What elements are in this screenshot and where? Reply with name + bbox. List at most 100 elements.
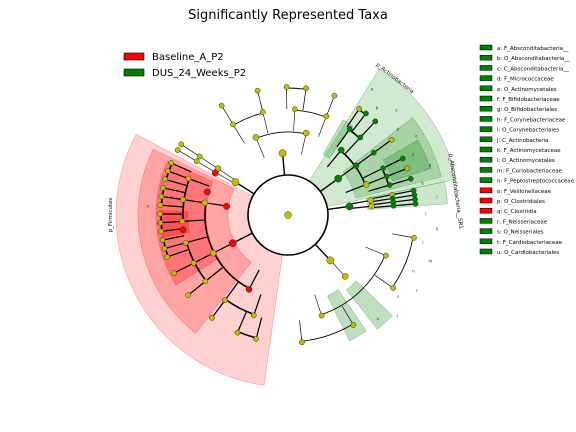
clade-node xyxy=(356,105,363,112)
tree-branch xyxy=(344,137,361,154)
tree-branch xyxy=(160,204,183,208)
phylum-node xyxy=(278,149,287,158)
tree-branch xyxy=(217,168,237,182)
biomarker-label: n: F_Peptostreptococcaceae xyxy=(497,179,575,185)
tree-branch xyxy=(299,320,303,343)
tree-branch xyxy=(170,162,192,173)
tree-arc xyxy=(256,131,307,139)
clade-letter-green: i xyxy=(437,194,438,199)
biomarker-label: u: O_Cardiobacteriales xyxy=(497,250,559,256)
biomarker-swatch xyxy=(479,65,493,71)
tree-branch xyxy=(349,205,372,210)
tree-branch xyxy=(366,175,387,186)
clade-node xyxy=(283,84,290,90)
sector-neisseriales xyxy=(327,289,367,342)
biomarker-label: r: F_Neisseriaceae xyxy=(497,219,548,225)
clade-node xyxy=(190,260,197,266)
clade-node xyxy=(245,286,253,293)
clade-node xyxy=(399,155,406,162)
tree-branch xyxy=(326,149,342,168)
biomarker-swatch xyxy=(479,238,493,245)
group-legend-swatch xyxy=(123,52,145,61)
tree-branch xyxy=(374,275,394,289)
clade-letter-red: o xyxy=(147,204,150,209)
clade-node xyxy=(352,162,360,169)
biomarker-label: m: F_Coriobacteriaceae xyxy=(497,168,563,174)
clade-node xyxy=(318,312,325,319)
group-legend-label: DUS_24_Weeks_P2 xyxy=(152,68,246,79)
clade-node xyxy=(323,113,330,120)
clade-node xyxy=(346,126,353,132)
sector-actinomycetales xyxy=(382,139,432,182)
tree-branch xyxy=(204,202,227,207)
clade-node xyxy=(390,202,397,209)
clade-letter-green: a xyxy=(371,87,374,92)
clade-letter-green: u xyxy=(377,316,380,321)
tree-branch xyxy=(346,108,360,128)
tree-branch xyxy=(173,262,194,274)
clade-letter-green: s xyxy=(397,294,399,299)
biomarker-swatch xyxy=(479,228,493,234)
biomarker-swatch xyxy=(479,218,493,224)
baseline-node xyxy=(223,202,231,210)
clade-node xyxy=(180,196,186,203)
biomarker-swatch xyxy=(479,75,493,81)
clade-letter-green: l xyxy=(422,240,423,245)
tree-branch xyxy=(393,199,416,203)
biomarker-label: q: C_Clostridia xyxy=(497,209,537,215)
tree-branch xyxy=(221,105,234,125)
clade-node xyxy=(368,202,375,210)
tree-branch xyxy=(188,177,210,187)
clade-node xyxy=(412,200,419,207)
tree-branch xyxy=(161,228,183,232)
tree-branch xyxy=(392,233,415,239)
tree-branch xyxy=(365,246,387,256)
clade-node xyxy=(357,134,364,141)
clade-node xyxy=(157,211,163,217)
tree-branch xyxy=(166,249,188,258)
clade-node xyxy=(380,165,386,172)
clade-node xyxy=(337,146,345,154)
clade-node xyxy=(164,168,171,174)
biomarker-label: f: F_Bifidobacteriaceae xyxy=(497,97,560,103)
clade-node xyxy=(218,102,225,109)
clade-node xyxy=(159,237,166,243)
clade-node xyxy=(202,278,209,285)
phylum-node xyxy=(326,256,335,265)
tree-nodes xyxy=(157,84,419,346)
clade-node xyxy=(164,254,170,260)
baseline-node xyxy=(211,169,219,177)
clade-node xyxy=(362,181,370,188)
clade-node xyxy=(411,234,417,241)
clade-node xyxy=(185,292,192,299)
biomarker-label: t: F_Cardiobacteriaceae xyxy=(497,240,563,246)
biomarker-swatch xyxy=(479,44,493,51)
clade-letter-green: m xyxy=(428,258,432,263)
tree-branch xyxy=(302,88,307,111)
clade-node xyxy=(342,273,349,280)
clade-node xyxy=(390,285,397,291)
tree-branch xyxy=(293,109,296,132)
tree-branch xyxy=(237,312,247,333)
tree-branch xyxy=(393,203,416,207)
tree-branch xyxy=(360,121,376,138)
tree-branch xyxy=(255,317,262,340)
clade-node xyxy=(292,106,298,113)
clade-node xyxy=(157,219,164,226)
tree-arc xyxy=(301,323,354,342)
tree-branch xyxy=(160,221,183,223)
biomarker-label: l: O_Actinomycetales xyxy=(497,158,555,164)
clade-node xyxy=(363,110,369,117)
clade-node xyxy=(303,85,309,92)
clade-node xyxy=(201,199,209,207)
clade-letter-green: d xyxy=(396,127,399,132)
tree-branch xyxy=(255,137,265,158)
clade-letter-green: j xyxy=(424,211,426,216)
tree-branch xyxy=(248,269,260,290)
clade-node xyxy=(178,141,185,148)
clade-letter-green: k xyxy=(436,227,439,232)
tree-branch xyxy=(177,149,197,162)
group-legend-label: Baseline_A_P2 xyxy=(152,52,224,63)
tree-branch xyxy=(392,190,414,196)
